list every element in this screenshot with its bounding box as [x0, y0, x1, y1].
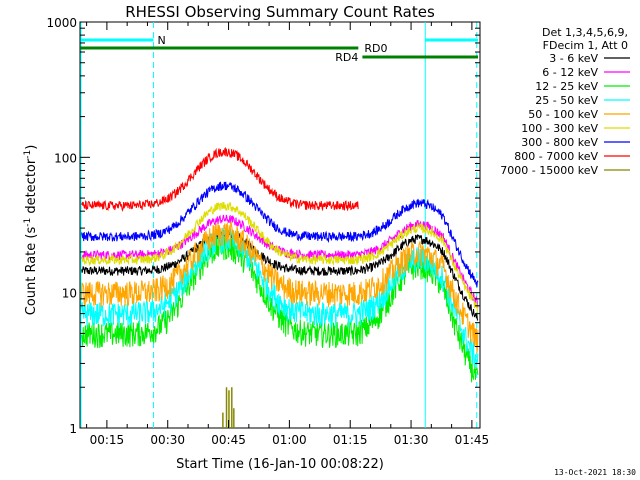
- y-tick-label-2: 100: [54, 151, 77, 165]
- y-axis-label-end: ): [24, 145, 39, 150]
- y-axis-label-sup2: -1: [23, 150, 33, 159]
- flag-label-2: RD4: [335, 51, 358, 64]
- y-tick-label-0: 1: [69, 422, 77, 436]
- legend-entry-7: 800 - 7000 keV: [514, 150, 598, 163]
- series-line-3: [81, 227, 479, 368]
- x-axis-label: Start Time (16-Jan-10 00:08:22): [176, 457, 384, 472]
- x-tick-label-5: 01:30: [394, 433, 429, 447]
- legend-entry-4: 50 - 100 keV: [528, 108, 598, 121]
- y-axis-label: Count Rate (s-1 detector-1): [23, 145, 39, 316]
- x-tick-label-2: 00:45: [211, 433, 246, 447]
- legend-entry-3: 25 - 50 keV: [535, 94, 598, 107]
- series-line-0: [81, 229, 479, 322]
- y-axis-label-sup1: -1: [23, 218, 33, 227]
- legend-entry-8: 7000 - 15000 keV: [500, 164, 598, 177]
- legend-entry-2: 12 - 25 keV: [535, 80, 598, 93]
- series-line-7: [81, 147, 359, 212]
- chart-title: RHESSI Observing Summary Count Rates: [125, 3, 435, 21]
- y-tick-label-1: 10: [62, 287, 77, 301]
- legend-entry-5: 100 - 300 keV: [521, 122, 598, 135]
- x-tick-label-0: 00:15: [90, 433, 125, 447]
- x-tick-label-4: 01:15: [333, 433, 368, 447]
- series-lines: [81, 147, 479, 428]
- legend-header-1: FDecim 1, Att 0: [543, 39, 628, 52]
- legend-header-0: Det 1,3,4,5,6,9,: [542, 26, 628, 39]
- y-axis-label-mid: detector: [24, 158, 39, 218]
- legend-entry-0: 3 - 6 keV: [549, 52, 598, 65]
- legend-entry-6: 300 - 800 keV: [521, 136, 598, 149]
- footer-date: 13-Oct-2021 18:30: [554, 468, 636, 477]
- flag-bars: N RD0 RD4: [80, 34, 478, 64]
- legend-entry-1: 6 - 12 keV: [542, 66, 598, 79]
- x-tick-label-1: 00:30: [150, 433, 185, 447]
- flag-label-0: N: [158, 34, 166, 47]
- series-line-6: [81, 181, 479, 288]
- flag-label-1: RD0: [364, 42, 387, 55]
- y-tick-label-3: 1000: [46, 16, 77, 30]
- series-line-1: [81, 214, 479, 308]
- y-axis-label-main: Count Rate (s: [24, 227, 39, 316]
- x-tick-label-3: 01:00: [272, 433, 307, 447]
- x-tick-label-6: 01:45: [455, 433, 490, 447]
- axes: 00:15 00:30 00:45 01:00 01:15 01:30 01:45 1 10 10…: [46, 16, 489, 447]
- legend: Det 1,3,4,5,6,9,FDecim 1, Att 03 - 6 keV…: [500, 26, 630, 177]
- series-line-4: [81, 221, 479, 354]
- plot-area: [79, 21, 481, 429]
- plot-frame: [79, 21, 481, 429]
- series-line-5: [81, 202, 479, 314]
